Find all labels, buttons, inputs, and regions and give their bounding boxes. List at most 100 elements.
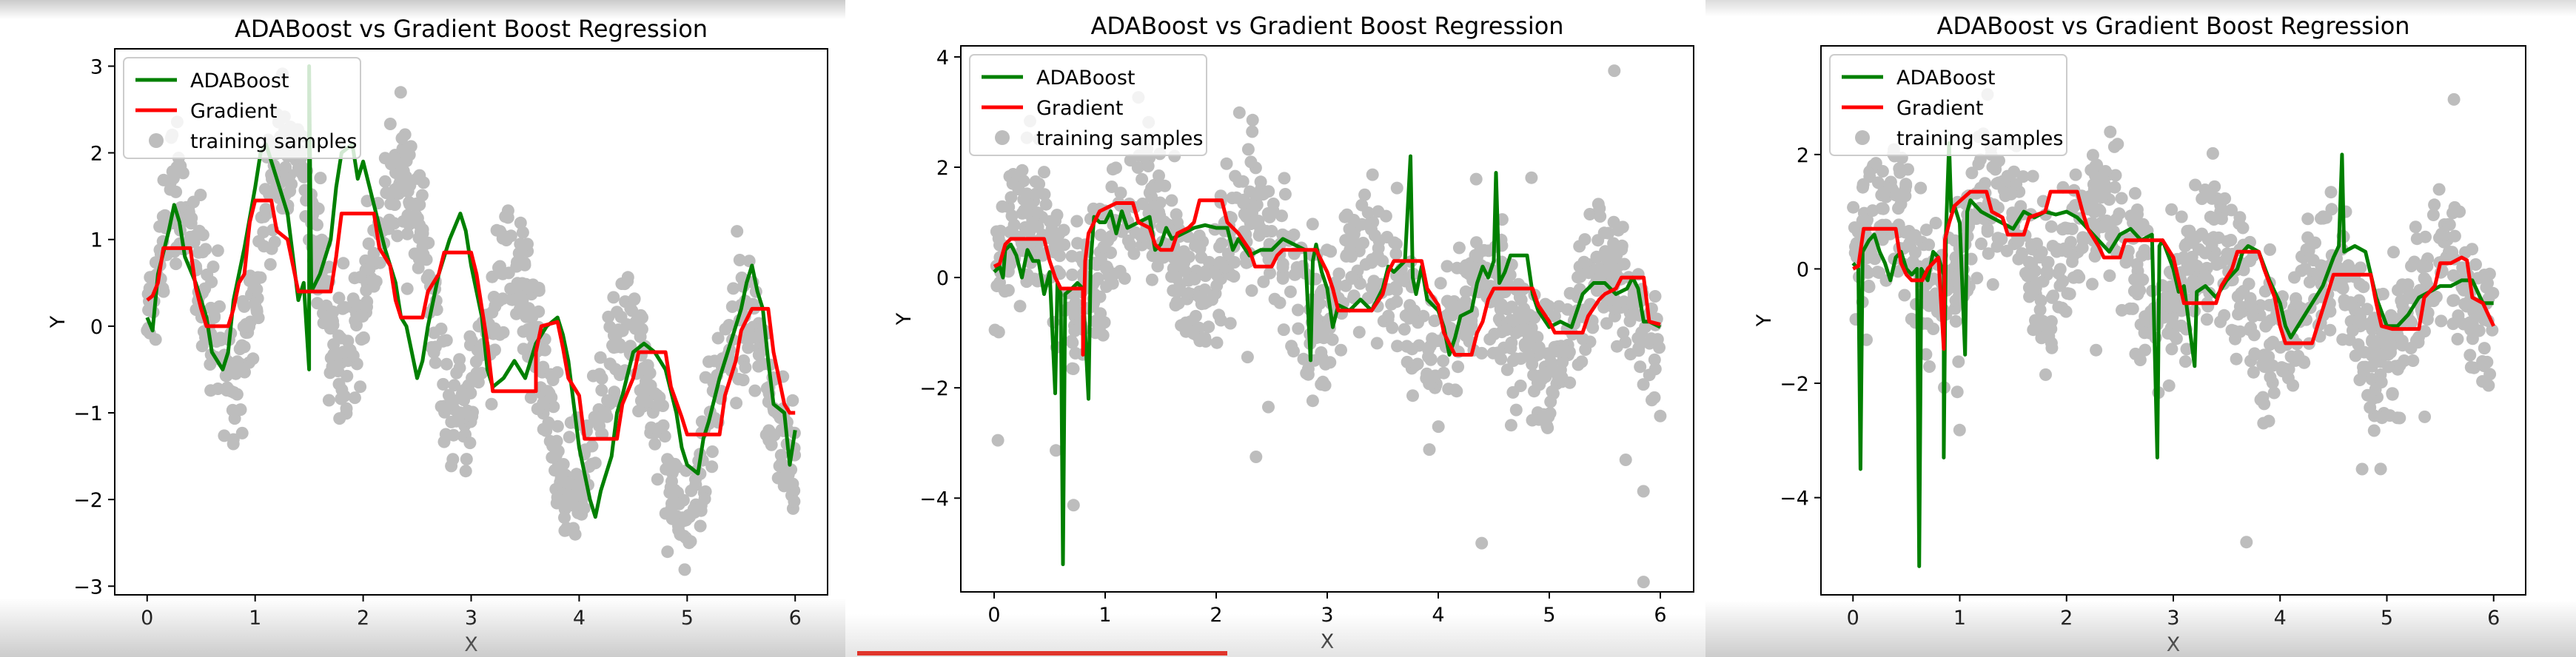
- sample-point: [341, 369, 354, 383]
- sample-point: [2418, 410, 2432, 423]
- sample-point: [2412, 336, 2425, 349]
- sample-point: [2175, 210, 2188, 223]
- legend-swatch-training-samples: [1855, 130, 1870, 145]
- x-tick-label: 6: [789, 607, 802, 630]
- sample-point: [2288, 271, 2301, 284]
- y-tick-label: −2: [919, 377, 949, 400]
- sample-point: [1406, 343, 1419, 356]
- sample-point: [489, 300, 502, 313]
- sample-point: [1648, 391, 1661, 404]
- sample-point: [2104, 125, 2117, 138]
- sample-point: [2084, 164, 2098, 177]
- sample-point: [546, 451, 559, 464]
- sample-point: [512, 246, 526, 260]
- x-tick-label: 1: [1953, 607, 1966, 630]
- sample-point: [1648, 290, 1662, 303]
- sample-point: [537, 422, 550, 436]
- sample-point: [227, 437, 240, 451]
- sample-point: [1284, 285, 1297, 298]
- sample-point: [1252, 229, 1266, 242]
- sample-point: [1637, 485, 1650, 498]
- sample-point: [437, 377, 450, 391]
- sample-point: [1876, 202, 1890, 215]
- sample-point: [1871, 176, 1885, 189]
- legend-swatch-training-samples: [149, 133, 164, 148]
- sample-point: [1643, 368, 1656, 382]
- sample-point: [2301, 231, 2315, 244]
- sample-point: [1921, 317, 1934, 330]
- sample-point: [323, 366, 337, 380]
- sample-point: [1182, 250, 1195, 263]
- sample-point: [607, 291, 620, 304]
- sample-point: [354, 380, 367, 394]
- sample-point: [2396, 339, 2409, 352]
- sample-point: [2421, 260, 2434, 273]
- sample-point: [538, 343, 551, 357]
- sample-point: [2300, 243, 2313, 256]
- sample-point: [1463, 324, 1476, 337]
- sample-point: [251, 271, 264, 284]
- sample-point: [1005, 209, 1019, 223]
- sample-point: [1232, 106, 1246, 119]
- sample-point: [1903, 237, 1916, 250]
- sample-point: [1365, 253, 1378, 266]
- sample-point: [2374, 462, 2387, 476]
- sample-point: [1285, 340, 1298, 353]
- sample-point: [773, 459, 786, 473]
- sample-point: [2086, 277, 2099, 291]
- legend: ADABoost Gradient training samples: [969, 54, 1207, 156]
- sample-point: [708, 354, 721, 368]
- sample-point: [501, 211, 514, 224]
- sample-point: [1053, 227, 1066, 240]
- sample-point: [2428, 198, 2441, 212]
- sample-point: [1315, 346, 1328, 359]
- sample-point: [337, 257, 350, 270]
- sample-point: [237, 320, 250, 334]
- sample-point: [1246, 113, 1259, 127]
- sample-point: [1452, 241, 1466, 255]
- sample-point: [1475, 536, 1489, 550]
- sample-point: [689, 473, 702, 486]
- sample-point: [1990, 177, 2004, 190]
- sample-point: [1607, 215, 1620, 229]
- sample-point: [1509, 403, 1523, 417]
- sample-point: [2092, 203, 2105, 216]
- sample-point: [1357, 237, 1369, 249]
- sample-point: [1429, 369, 1442, 383]
- sample-point: [1228, 256, 1241, 269]
- sample-point: [2091, 190, 2104, 203]
- legend-label: training samples: [190, 130, 357, 153]
- sample-point: [2472, 309, 2485, 322]
- sample-point: [322, 394, 335, 407]
- sample-point: [1170, 295, 1184, 309]
- sample-point: [1847, 201, 1860, 214]
- sample-point: [400, 282, 414, 295]
- chart-panel-3: 0 1 2 3 4 5 6 −4 −2 0 2 ADABoost vs Gradient Boost …: [1753, 12, 2526, 656]
- sample-point: [1069, 346, 1082, 360]
- y-tick-label: 0: [90, 316, 103, 339]
- sample-point: [2023, 290, 2036, 303]
- sample-point: [436, 334, 449, 348]
- sample-point: [450, 366, 463, 380]
- x-tick-label: 6: [1654, 604, 1666, 627]
- sample-point: [788, 495, 801, 508]
- sample-point: [1332, 267, 1346, 280]
- sample-point: [2298, 262, 2312, 275]
- sample-point: [730, 397, 743, 410]
- sample-point: [2447, 92, 2461, 106]
- y-tick-label: 1: [90, 229, 103, 252]
- sample-point: [1608, 64, 1621, 78]
- sample-point: [363, 263, 376, 276]
- sample-point: [1314, 286, 1327, 300]
- sample-point: [2010, 178, 2023, 191]
- sample-point: [362, 237, 375, 250]
- sample-point: [408, 247, 421, 260]
- sample-point: [1990, 240, 2004, 253]
- sample-point: [1153, 169, 1165, 182]
- sample-point: [1617, 326, 1630, 340]
- sample-point: [1372, 205, 1385, 218]
- sample-point: [2103, 269, 2116, 283]
- sample-point: [1276, 272, 1289, 285]
- sample-point: [237, 298, 250, 311]
- sample-point: [383, 118, 397, 130]
